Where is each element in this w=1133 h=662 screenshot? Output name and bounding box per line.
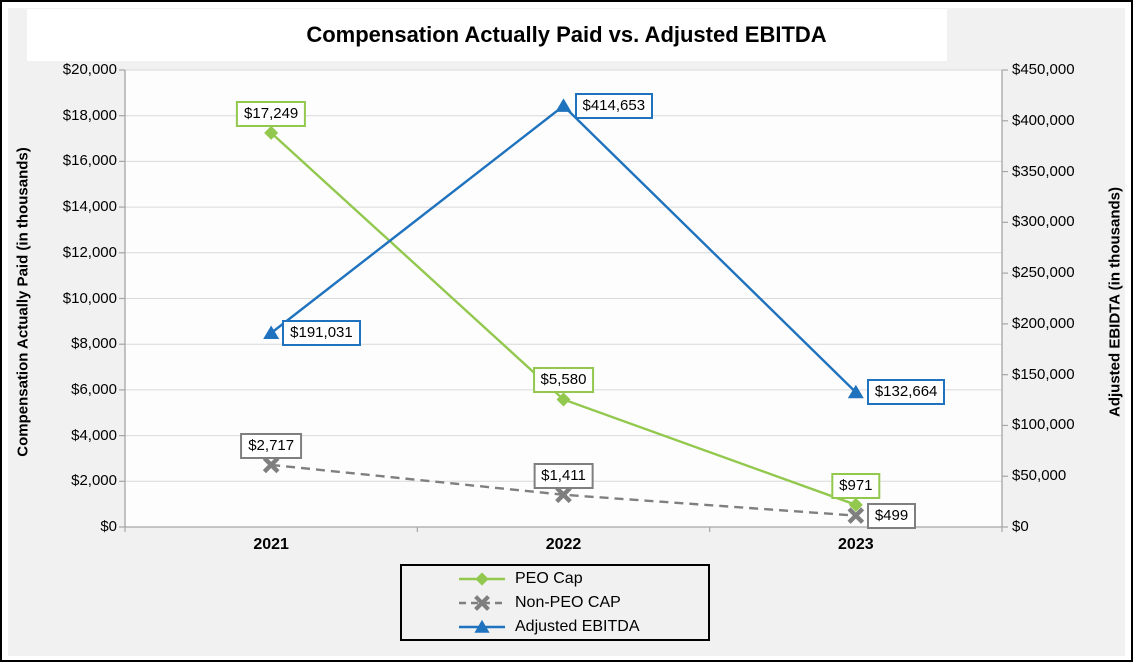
triangle-marker-icon (474, 619, 490, 633)
x-marker-icon (262, 456, 280, 474)
diamond-marker-icon (556, 392, 571, 407)
right-axis-tick-label: $250,000 (1012, 264, 1075, 282)
diamond-marker-icon (475, 571, 489, 586)
left-axis-tick-label: $10,000 (62, 289, 117, 307)
left-axis-tick-label: $8,000 (71, 335, 117, 353)
peo-cap-line-sample-icon (459, 571, 505, 586)
x-axis-category-label: 2022 (545, 536, 582, 553)
data-label: $132,664 (866, 379, 946, 406)
right-axis-tick-label: $150,000 (1012, 365, 1075, 383)
non-peo-cap-line-sample-icon (459, 594, 505, 611)
triangle-marker-icon (263, 325, 280, 339)
legend-item-peo-cap: PEO Cap (402, 567, 708, 591)
left-axis-tick-label: $12,000 (62, 243, 117, 261)
chart-title: Compensation Actually Paid vs. Adjusted … (306, 22, 827, 47)
right-axis-tick-label: $100,000 (1012, 416, 1075, 434)
right-axis-tick-label: $0 (1012, 518, 1029, 535)
triangle-marker-icon (847, 384, 864, 399)
left-axis-tick-label: $0 (100, 518, 117, 535)
x-marker-icon (474, 594, 490, 611)
legend-label: PEO Cap (515, 569, 583, 587)
title-band (27, 9, 947, 61)
data-label: $5,580 (532, 367, 595, 394)
left-axis-tick-label: $4,000 (71, 426, 117, 444)
data-label: $414,653 (574, 92, 654, 119)
right-axis-tick-label: $400,000 (1012, 111, 1075, 129)
legend-label: Adjusted EBITDA (515, 617, 640, 635)
adjusted-ebitda-line-sample-icon (459, 619, 505, 633)
legend: PEO Cap Non-PEO CAP Adjusted EBITDA (400, 564, 710, 641)
left-axis-tick-label: $16,000 (62, 152, 117, 170)
left-axis-tick-label: $2,000 (71, 472, 117, 490)
legend-label: Non-PEO CAP (515, 593, 621, 611)
legend-item-non-peo-cap: Non-PEO CAP (402, 591, 708, 615)
data-label: $971 (831, 472, 881, 499)
x-marker-icon (847, 507, 865, 524)
data-label: $17,249 (236, 100, 307, 127)
x-axis-category-label: 2023 (838, 536, 874, 553)
right-axis-tick-label: $50,000 (1012, 467, 1067, 485)
triangle-marker-icon (555, 98, 572, 112)
left-axis-tick-label: $6,000 (71, 380, 117, 398)
right-axis-tick-label: $200,000 (1012, 314, 1075, 332)
right-axis-tick-label: $300,000 (1012, 213, 1075, 231)
data-label: $499 (866, 502, 917, 529)
diamond-marker-icon (264, 125, 279, 140)
right-axis-tick-label: $450,000 (1012, 61, 1075, 78)
left-axis-tick-label: $18,000 (62, 106, 117, 124)
data-label: $1,411 (533, 462, 594, 489)
data-label: $2,717 (240, 432, 303, 459)
x-axis-category-label: 2021 (253, 536, 289, 553)
diamond-marker-icon (848, 497, 863, 512)
right-axis-tick-label: $350,000 (1012, 162, 1075, 180)
x-marker-icon (555, 486, 572, 504)
data-label: $191,031 (282, 319, 361, 346)
left-axis-tick-label: $14,000 (62, 198, 117, 216)
legend-item-adjusted-ebitda: Adjusted EBITDA (402, 615, 708, 639)
left-axis-tick-label: $20,000 (62, 61, 117, 78)
right-axis-title: Adjusted EBIDTA (in thousands) (1106, 187, 1124, 417)
